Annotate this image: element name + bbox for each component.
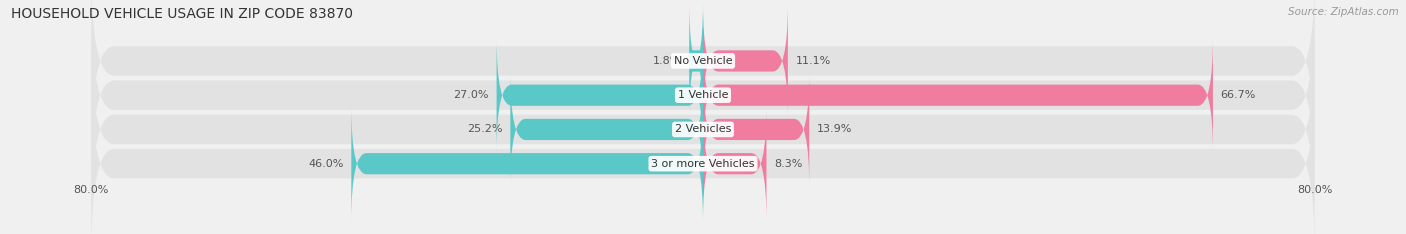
FancyBboxPatch shape bbox=[703, 37, 1213, 153]
Text: 46.0%: 46.0% bbox=[308, 159, 343, 169]
Text: HOUSEHOLD VEHICLE USAGE IN ZIP CODE 83870: HOUSEHOLD VEHICLE USAGE IN ZIP CODE 8387… bbox=[11, 7, 353, 21]
FancyBboxPatch shape bbox=[703, 3, 787, 119]
Text: 27.0%: 27.0% bbox=[454, 90, 489, 100]
FancyBboxPatch shape bbox=[352, 106, 703, 222]
Text: No Vehicle: No Vehicle bbox=[673, 56, 733, 66]
Text: 1.8%: 1.8% bbox=[654, 56, 682, 66]
Text: 8.3%: 8.3% bbox=[775, 159, 803, 169]
Text: 66.7%: 66.7% bbox=[1220, 90, 1256, 100]
FancyBboxPatch shape bbox=[91, 7, 1315, 183]
FancyBboxPatch shape bbox=[703, 106, 766, 222]
FancyBboxPatch shape bbox=[510, 72, 703, 187]
Text: Source: ZipAtlas.com: Source: ZipAtlas.com bbox=[1288, 7, 1399, 17]
FancyBboxPatch shape bbox=[91, 41, 1315, 217]
Text: 25.2%: 25.2% bbox=[467, 124, 503, 135]
Text: 3 or more Vehicles: 3 or more Vehicles bbox=[651, 159, 755, 169]
FancyBboxPatch shape bbox=[496, 37, 703, 153]
Text: 11.1%: 11.1% bbox=[796, 56, 831, 66]
FancyBboxPatch shape bbox=[688, 3, 704, 119]
Text: 2 Vehicles: 2 Vehicles bbox=[675, 124, 731, 135]
FancyBboxPatch shape bbox=[91, 76, 1315, 234]
FancyBboxPatch shape bbox=[91, 0, 1315, 149]
Text: 13.9%: 13.9% bbox=[817, 124, 852, 135]
Text: 1 Vehicle: 1 Vehicle bbox=[678, 90, 728, 100]
FancyBboxPatch shape bbox=[703, 72, 810, 187]
